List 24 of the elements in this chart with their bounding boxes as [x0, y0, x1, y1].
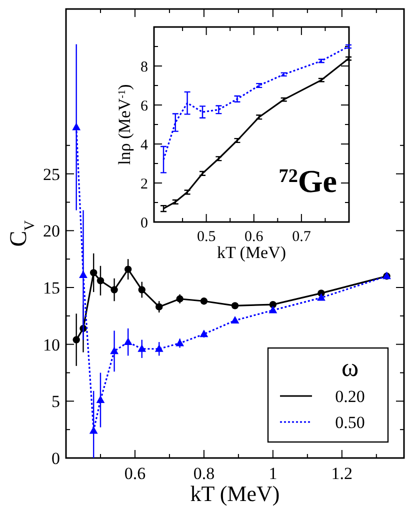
legend-label: 0.20: [335, 387, 365, 406]
y-tick-label: 15: [43, 278, 60, 298]
x-axis-title: kT (MeV): [216, 243, 286, 262]
y-tick-label: 5: [52, 392, 60, 412]
y-tick-label: 0: [52, 448, 60, 468]
y-tick-label: 20: [43, 222, 60, 241]
y-tick-label: 6: [140, 98, 148, 114]
x-tick-label: 0.6: [244, 229, 264, 245]
y-tick-label: 25: [43, 164, 60, 184]
legend-title: ω: [341, 353, 359, 382]
y-tick-label: 8: [140, 59, 148, 76]
y-tick-label: 2: [140, 176, 148, 192]
x-tick-label: 0.8: [193, 464, 215, 483]
x-tick-label: 0.5: [196, 229, 216, 245]
y-tick-label: 0: [140, 215, 148, 232]
x-axis-title: kT (MeV): [190, 481, 280, 506]
annotation: $^{72}$Ge: [278, 163, 337, 199]
x-tick-label: 1: [268, 464, 278, 483]
legend-label: 0.50: [335, 413, 365, 432]
x-tick-label: 1.2: [331, 464, 353, 483]
y-tick-label: 4: [140, 137, 148, 154]
x-tick-label: 0.6: [124, 464, 146, 483]
x-tick-label: 0.7: [292, 229, 312, 245]
y-tick-label: 10: [43, 335, 60, 354]
